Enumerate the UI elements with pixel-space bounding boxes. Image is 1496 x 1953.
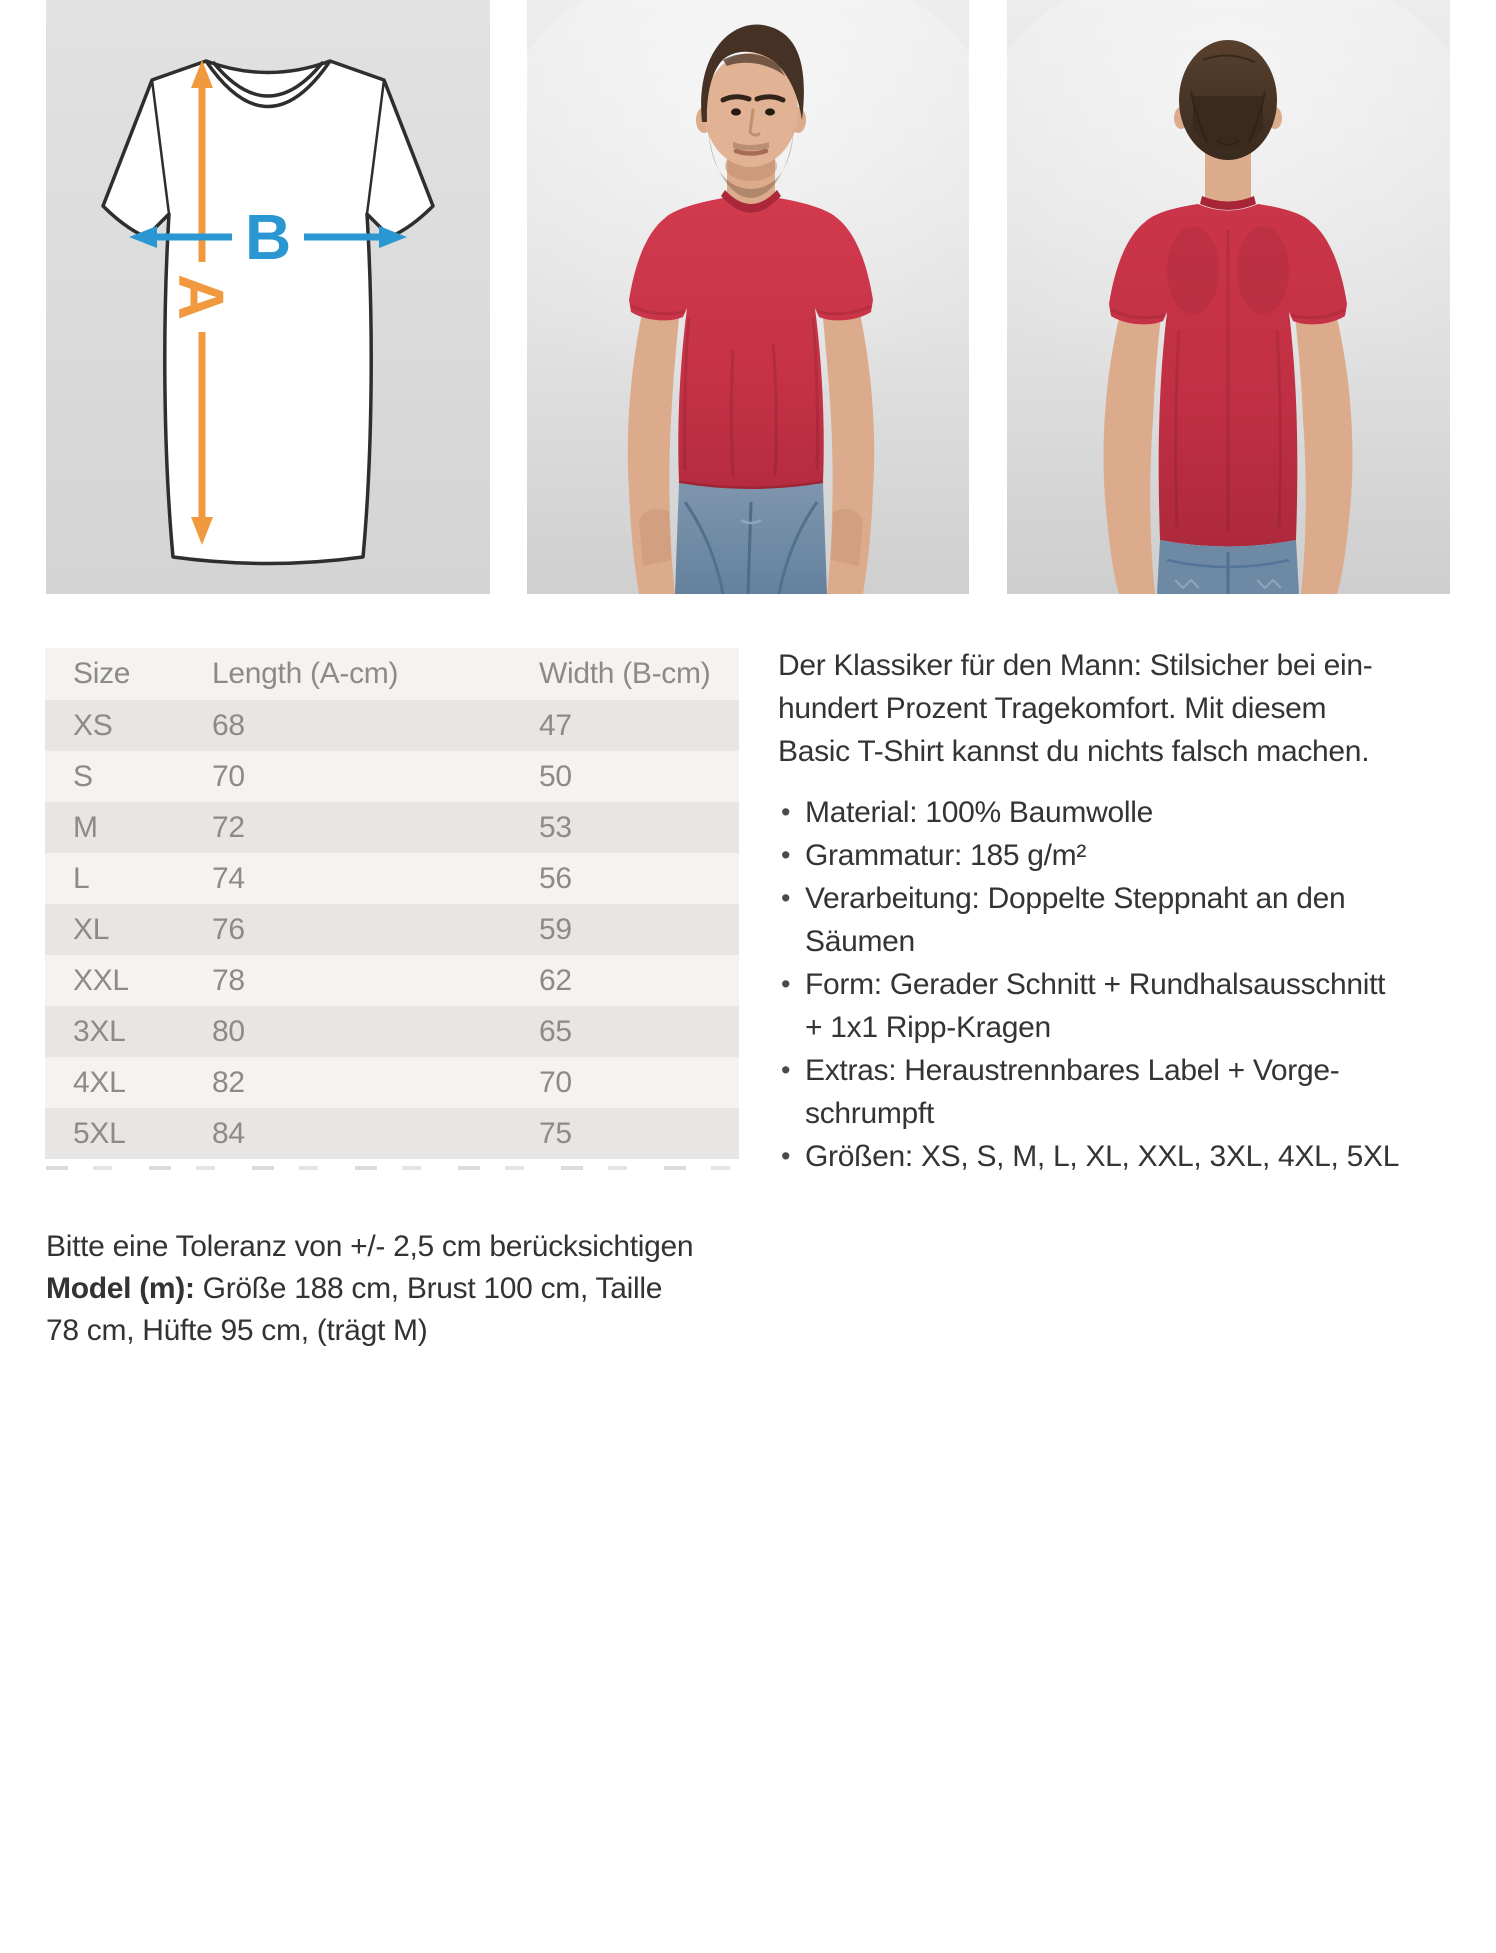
label-a: A (165, 274, 237, 320)
front-model-eyes (731, 108, 775, 116)
front-model-mouth (733, 148, 769, 156)
table-row: 3XL 80 65 (45, 1006, 739, 1057)
cell-width: 50 (539, 751, 739, 802)
cell-size: XS (45, 700, 212, 751)
feature-item: Form: Gerader Schnitt + Rundhalsausschni… (778, 963, 1496, 1049)
feature-item: Extras: Heraustrennbares Label + Vorge- … (778, 1049, 1496, 1135)
cell-width: 65 (539, 1006, 739, 1057)
cell-size: XXL (45, 955, 212, 1006)
col-header-length: Length (A-cm) (212, 648, 539, 700)
feature-item: Verarbeitung: Doppelte Steppnaht an den … (778, 877, 1496, 963)
cell-length: 68 (212, 700, 539, 751)
cell-size: XL (45, 904, 212, 955)
cell-length: 76 (212, 904, 539, 955)
cell-length: 80 (212, 1006, 539, 1057)
cell-width: 62 (539, 955, 739, 1006)
label-b: B (245, 201, 291, 273)
feature-item: Grammatur: 185 g/m² (778, 834, 1496, 877)
tshirt-measure-diagram: A B (46, 0, 490, 594)
tolerance-line: Bitte eine Toleranz von +/- 2,5 cm berüc… (46, 1230, 694, 1263)
cell-size: 3XL (45, 1006, 212, 1057)
cell-width: 75 (539, 1108, 739, 1159)
feature-item: Material: 100% Baumwolle (778, 791, 1496, 834)
front-model-head (696, 24, 806, 198)
front-model-jeans (675, 483, 827, 594)
table-row: S 70 50 (45, 751, 739, 802)
description-intro: Der Klassiker für den Mann: Stilsicher b… (778, 649, 1373, 768)
model-measurements: Größe 188 cm, Brust 100 cm, Taille 78 cm… (46, 1272, 663, 1347)
size-table-header-row: Size Length (A-cm) Width (B-cm) (45, 648, 739, 700)
table-row: M 72 53 (45, 802, 739, 853)
model-front-illustration (527, 0, 969, 594)
table-row: XXL 78 62 (45, 955, 739, 1006)
product-photo-front (527, 0, 969, 594)
tolerance-note: Bitte eine Toleranz von +/- 2,5 cm berüc… (46, 1226, 826, 1352)
size-diagram-image: A B (46, 0, 490, 594)
cell-length: 82 (212, 1057, 539, 1108)
cell-size: 4XL (45, 1057, 212, 1108)
cell-width: 47 (539, 700, 739, 751)
tshirt-outline (101, 59, 435, 566)
table-row: 5XL 84 75 (45, 1108, 739, 1159)
product-photo-back (1007, 0, 1450, 594)
cell-size: 5XL (45, 1108, 212, 1159)
table-row: L 74 56 (45, 853, 739, 904)
back-model-jeans (1157, 540, 1299, 594)
measure-arrow-b: B (129, 201, 407, 273)
table-row: XL 76 59 (45, 904, 739, 955)
back-model-tshirt (1109, 196, 1347, 547)
model-label: Model (m): (46, 1272, 195, 1305)
size-table: Size Length (A-cm) Width (B-cm) XS 68 47 S… (45, 648, 739, 1159)
front-model-arms (627, 300, 875, 594)
cell-length: 72 (212, 802, 539, 853)
cell-size: S (45, 751, 212, 802)
table-row: 4XL 82 70 (45, 1057, 739, 1108)
table-row: XS 68 47 (45, 700, 739, 751)
product-description: Der Klassiker für den Mann: Stilsicher b… (778, 644, 1496, 1178)
front-model-tshirt (629, 190, 873, 490)
cell-length: 74 (212, 853, 539, 904)
front-model-nose (748, 108, 761, 137)
clipped-text-artifact (46, 1166, 738, 1170)
cell-length: 70 (212, 751, 539, 802)
back-model-arms (1103, 302, 1353, 594)
front-model-eyebrows (720, 94, 786, 103)
back-model-head (1174, 40, 1282, 160)
model-back-illustration (1007, 0, 1450, 594)
cell-size: M (45, 802, 212, 853)
feature-list: Material: 100% Baumwolle Grammatur: 185 … (778, 791, 1496, 1178)
measure-arrow-a: A (165, 60, 237, 545)
cell-width: 70 (539, 1057, 739, 1108)
cell-length: 84 (212, 1108, 539, 1159)
col-header-width: Width (B-cm) (539, 648, 739, 700)
model-info-line: Model (m): Größe 188 cm, Brust 100 cm, Ta… (46, 1268, 826, 1352)
cell-length: 78 (212, 955, 539, 1006)
cell-width: 59 (539, 904, 739, 955)
cell-size: L (45, 853, 212, 904)
col-header-size: Size (45, 648, 212, 700)
feature-item: Größen: XS, S, M, L, XL, XXL, 3XL, 4XL, … (778, 1135, 1496, 1178)
cell-width: 56 (539, 853, 739, 904)
front-model-hair (701, 24, 804, 122)
cell-width: 53 (539, 802, 739, 853)
